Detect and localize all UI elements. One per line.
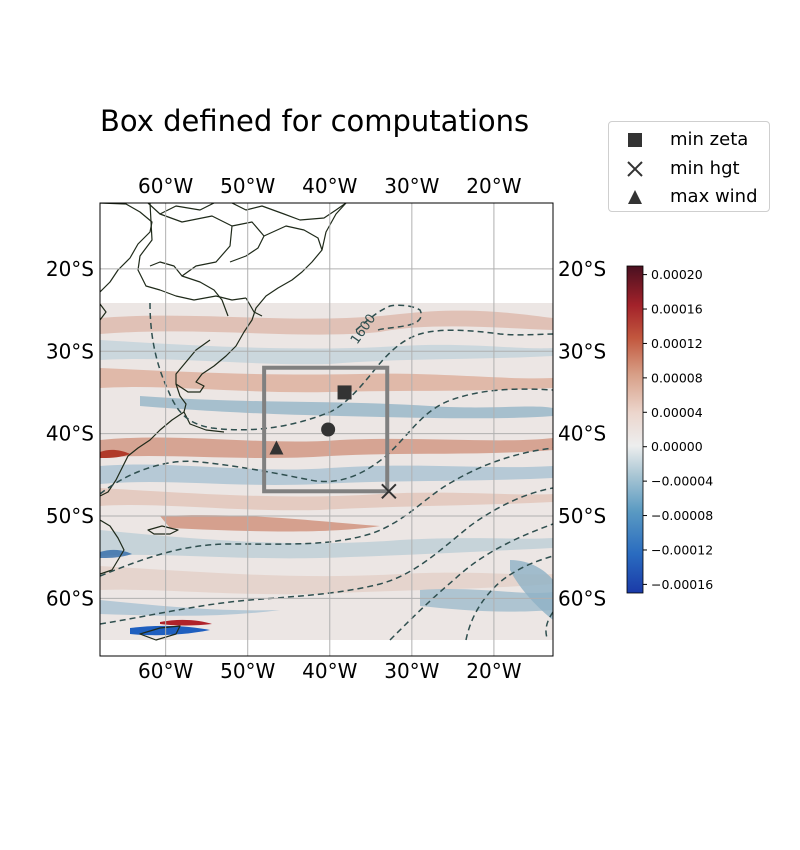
computation-box	[262, 365, 390, 494]
tick-labels: 60°W 60°W 50°W 50°W 40°W 40°W 30°W 30°W 20°W 20°W…	[46, 174, 606, 683]
markers	[269, 385, 397, 499]
max-wind-marker	[269, 440, 284, 455]
lon-tick-label-bottom: 40°W	[302, 659, 357, 683]
lat-tick-label-right: 40°S	[558, 422, 606, 446]
lat-tick-label-right: 60°S	[558, 586, 606, 610]
legend-label: max wind	[670, 186, 758, 207]
lon-tick-label-bottom: 30°W	[384, 659, 439, 683]
map-frame	[99, 202, 554, 657]
x-marker-icon	[627, 161, 643, 177]
triangle-marker-icon	[628, 190, 642, 204]
height-contours	[100, 302, 553, 641]
lat-tick-label-right: 20°S	[558, 257, 606, 281]
colorbar-tick-label: 0.00008	[651, 370, 703, 385]
center-marker	[321, 422, 336, 437]
lat-tick-label-left: 60°S	[46, 586, 94, 610]
lon-tick-label-top: 40°W	[302, 174, 357, 198]
lat-tick-label-right: 30°S	[558, 339, 606, 363]
chart-title: Box defined for computations	[100, 104, 530, 138]
colorbar-tick-label: −0.00008	[651, 508, 713, 523]
min-hgt-marker	[381, 483, 397, 499]
lon-tick-label-top: 20°W	[466, 174, 521, 198]
lon-tick-label-bottom: 50°W	[220, 659, 275, 683]
lon-tick-label-top: 30°W	[384, 174, 439, 198]
map-area: 1600	[100, 203, 553, 656]
legend-entry-min-hgt: min hgt	[609, 156, 769, 182]
lat-tick-label-left: 40°S	[46, 422, 94, 446]
colorbar-tick-label: −0.00012	[651, 542, 713, 557]
square-marker-icon	[628, 133, 642, 147]
colorbar-tick-label: 0.00020	[651, 267, 703, 282]
lon-tick-label-bottom: 60°W	[138, 659, 193, 683]
colorbar-tick-label: 0.00016	[651, 302, 703, 317]
colorbar: 0.00020 0.00016 0.00012 0.00008 0.00004 0.000…	[626, 265, 713, 594]
colorbar-tick-label: 0.00000	[651, 439, 703, 454]
legend-label: min zeta	[670, 129, 749, 150]
colorbar-tick-label: 0.00004	[651, 405, 703, 420]
lat-tick-label-left: 30°S	[46, 339, 94, 363]
colorbar-ticks: 0.00020 0.00016 0.00012 0.00008 0.00004 0.000…	[643, 267, 713, 592]
colorbar-tick-label: −0.00016	[651, 577, 713, 592]
lat-tick-label-right: 50°S	[558, 504, 606, 528]
lat-tick-label-left: 20°S	[46, 257, 94, 281]
legend: min zeta min hgt max wind	[608, 121, 770, 212]
colorbar-tick-label: 0.00012	[651, 336, 703, 351]
colorbar-bar	[626, 265, 644, 594]
vorticity-field	[100, 303, 553, 640]
colorbar-tick-label: −0.00004	[651, 474, 713, 489]
legend-entry-max-wind: max wind	[609, 184, 769, 210]
min-zeta-marker	[337, 385, 352, 400]
legend-entry-min-zeta: min zeta	[609, 127, 769, 153]
lat-tick-label-left: 50°S	[46, 504, 94, 528]
legend-label: min hgt	[670, 158, 740, 179]
lon-tick-label-top: 60°W	[138, 174, 193, 198]
lon-tick-label-top: 50°W	[220, 174, 275, 198]
lon-tick-label-bottom: 20°W	[466, 659, 521, 683]
